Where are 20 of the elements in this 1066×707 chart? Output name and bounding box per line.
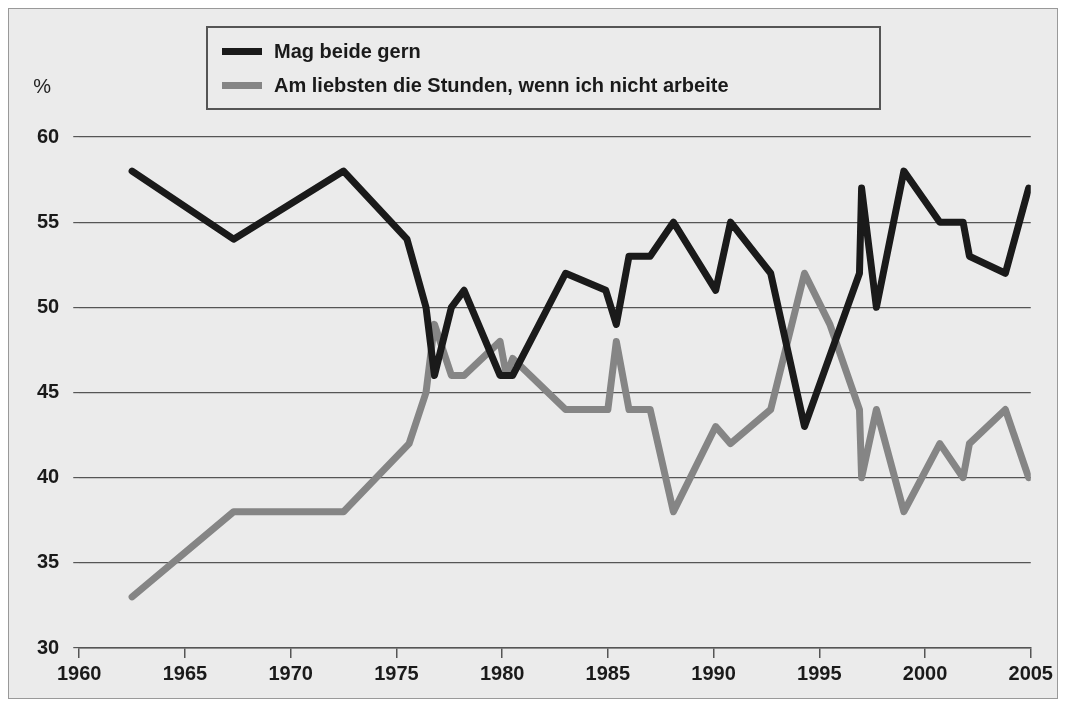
x-tick-label: 1975 bbox=[374, 661, 419, 684]
y-tick-label: 50 bbox=[37, 294, 60, 317]
y-tick-label: 35 bbox=[37, 550, 60, 573]
y-axis-title: % bbox=[33, 75, 52, 97]
x-tick-label: 2000 bbox=[902, 661, 948, 684]
y-tick-label: 40 bbox=[37, 465, 60, 488]
x-tick-label: 1990 bbox=[691, 661, 736, 684]
y-tick-label: 55 bbox=[37, 209, 60, 232]
x-tick-label: 2005 bbox=[1008, 661, 1053, 684]
x-tick-label: 1980 bbox=[479, 661, 525, 684]
legend-label: Mag beide gern bbox=[274, 39, 421, 63]
y-tick-label: 45 bbox=[37, 380, 60, 403]
x-tick-label: 1970 bbox=[268, 661, 313, 684]
legend-label: Am liebsten die Stunden, wenn ich nicht arbeite bbox=[274, 73, 729, 97]
y-tick-label: 60 bbox=[37, 124, 60, 147]
y-tick-label: 30 bbox=[37, 635, 60, 658]
x-tick-label: 1995 bbox=[797, 661, 842, 684]
x-tick-label: 1960 bbox=[57, 661, 102, 684]
x-tick-label: 1965 bbox=[162, 661, 208, 684]
x-tick-label: 1985 bbox=[585, 661, 631, 684]
